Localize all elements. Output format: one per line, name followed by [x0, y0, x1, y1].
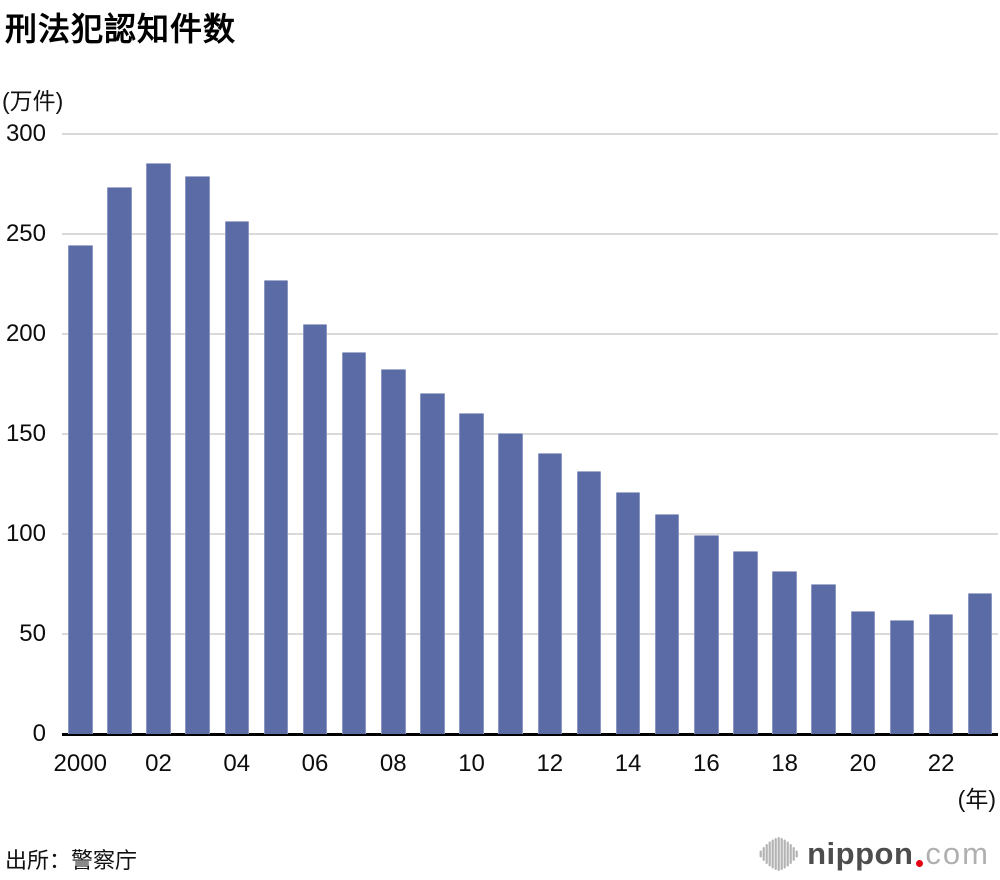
nippon-logo-soundwave-icon	[759, 837, 798, 871]
gridline-100	[62, 533, 998, 535]
bar-2012	[537, 453, 563, 734]
bar-2006	[302, 323, 328, 734]
bar-2014	[615, 491, 641, 734]
logo-word-light: com	[925, 836, 990, 871]
y-tick-label-50: 50	[19, 620, 46, 647]
gridline-300	[62, 133, 998, 135]
bar-2010	[459, 413, 484, 734]
nippon-com-logo: nippon com	[759, 834, 990, 874]
bar-2007	[341, 352, 367, 734]
x-tick-label-2008: 08	[379, 750, 407, 777]
x-tick-label-2002: 02	[145, 750, 172, 777]
x-tick-label-2012: 12	[536, 750, 564, 777]
y-axis-unit-label: (万件)	[2, 88, 64, 114]
bar-2004	[224, 221, 250, 734]
gridline-250	[62, 233, 998, 235]
bar-2002	[146, 163, 171, 734]
bar-2008	[381, 368, 406, 734]
y-tick-label-0: 0	[32, 720, 46, 747]
bar-2021	[889, 620, 915, 734]
bar-2018	[772, 570, 797, 734]
x-axis-line	[62, 733, 998, 736]
bar-2009	[420, 393, 445, 734]
page-title: 刑法犯認知件数	[5, 11, 237, 47]
bar-2023	[967, 593, 993, 734]
y-tick-label-150: 150	[5, 420, 46, 447]
bar-2003	[185, 176, 210, 734]
bar-2019	[811, 584, 836, 734]
y-tick-label-300: 300	[5, 120, 46, 147]
y-tick-label-200: 200	[5, 320, 46, 347]
x-tick-label-2014: 14	[614, 750, 642, 777]
bar-2011	[498, 433, 523, 734]
bar-2001	[107, 187, 132, 734]
bar-2016	[694, 534, 719, 734]
bar-2013	[576, 471, 602, 734]
x-tick-label-2006: 06	[301, 750, 329, 777]
x-tick-label-2000: 2000	[53, 750, 107, 777]
logo-red-dot	[916, 860, 924, 867]
bar-2020	[850, 611, 876, 734]
source-note: 出所：警察庁	[5, 848, 138, 873]
x-tick-label-2018: 18	[771, 750, 798, 777]
bar-2015	[654, 514, 680, 734]
y-tick-label-100: 100	[5, 520, 46, 547]
x-tick-label-2010: 10	[458, 750, 485, 777]
y-tick-label-250: 250	[5, 220, 46, 247]
x-tick-label-2022: 22	[927, 750, 955, 777]
x-tick-label-2016: 16	[692, 750, 720, 777]
bar-2005	[263, 280, 289, 734]
gridline-150	[62, 433, 998, 435]
x-tick-label-2020: 20	[849, 750, 877, 777]
gridline-200	[62, 333, 998, 335]
bar-chart-plot-area: 300 250 200 150 100 50 0	[6, 122, 998, 746]
x-axis-unit-label: (年)	[957, 786, 996, 812]
bar-2017	[733, 551, 758, 734]
gridline-50	[62, 633, 998, 635]
bar-2000	[68, 245, 93, 734]
x-tick-label-2004: 04	[223, 750, 251, 777]
logo-word-bold: nippon	[807, 836, 914, 871]
bar-2022	[928, 613, 954, 734]
